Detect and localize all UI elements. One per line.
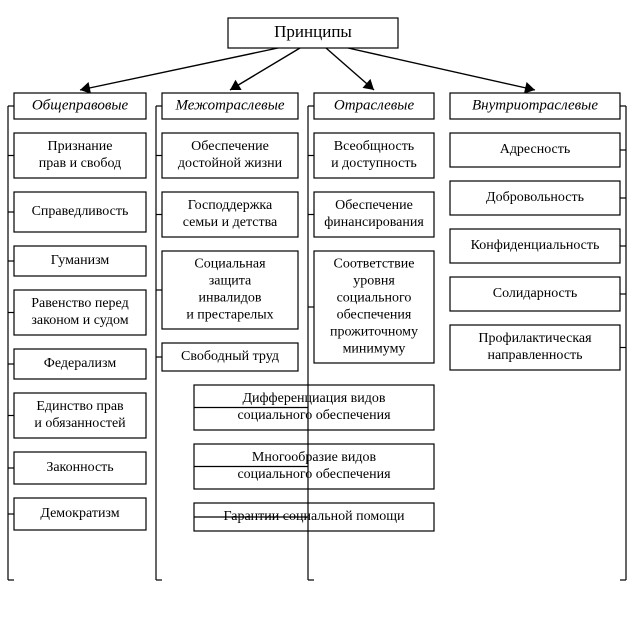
col3-item-0-label-line-0: Всеобщность — [334, 139, 414, 154]
root-arrowhead-3 — [524, 82, 535, 94]
col1-item-5-label-line-1: и обязанностей — [34, 416, 126, 431]
col4-item-0-label: Адресность — [500, 142, 571, 157]
col3-header-label: Отраслевые — [334, 97, 415, 113]
root-arrow-1 — [230, 48, 300, 90]
col4-item-4-label-line-1: направленность — [488, 348, 583, 363]
col3-item-2-label-line-3: обеспечения — [337, 308, 412, 323]
col3-wide-1-label-line-1: социального обеспечения — [237, 467, 391, 482]
col3-wide-1-label-line-0: Многообразие видов — [252, 450, 377, 465]
diagram-canvas: Принципы Общеправовые Признание прав и своб… — [0, 0, 630, 637]
col1-item-7-label: Демократизм — [40, 506, 119, 521]
col2-item-2-label-line-2: инвалидов — [199, 291, 262, 306]
root-arrow-0 — [80, 48, 278, 90]
col2-item-3-label: Свободный труд — [181, 349, 279, 364]
col2-item-1-label-line-0: Господдержка — [188, 198, 273, 213]
col3-wide-0-label-line-0: Дифференциация видов — [243, 391, 386, 406]
col1-item-4-label: Федерализм — [44, 356, 117, 371]
col2-item-1-label-line-1: семьи и детства — [183, 215, 278, 230]
col3-item-2-label-line-1: уровня — [353, 274, 395, 289]
col1-item-2-label: Гуманизм — [51, 253, 110, 268]
col1-item-0-label-line-1: прав и свобод — [39, 156, 121, 171]
root-label: Принципы — [274, 22, 352, 41]
col1-item-3-label-line-0: Равенство перед — [31, 296, 128, 311]
col1-item-6-label: Законность — [46, 460, 113, 475]
col2-header-label: Межотраслевые — [174, 97, 284, 113]
col4-item-1-label: Добровольность — [486, 190, 584, 205]
col2-item-2-label-line-1: защита — [209, 274, 252, 289]
col3-item-2-label-line-5: минимуму — [343, 342, 406, 357]
col4-item-3-label: Солидарность — [493, 286, 578, 301]
col2-item-2-label-line-0: Социальная — [194, 257, 266, 272]
col2-item-2-label-line-3: и престарелых — [186, 308, 273, 323]
col3-item-2-label-line-2: социального — [337, 291, 412, 306]
col4-item-2-label: Конфиденциальность — [471, 238, 600, 253]
col3-item-2-label-line-4: прожиточному — [330, 325, 418, 340]
root-arrow-3 — [348, 48, 535, 90]
col1-item-1-label: Справедливость — [32, 204, 129, 219]
col4-item-4-label-line-0: Профилактическая — [478, 331, 592, 346]
col2-item-0-label-line-1: достойной жизни — [178, 156, 283, 171]
col3-item-2-label-line-0: Соответствие — [334, 257, 415, 272]
col3-wide-0-label-line-1: социального обеспечения — [237, 408, 391, 423]
col3-item-1-label-line-0: Обеспечение — [335, 198, 413, 213]
root-arrowhead-0 — [80, 82, 91, 94]
col3-item-0-label-line-1: и доступность — [331, 156, 417, 171]
col1-item-0-label-line-0: Признание — [47, 139, 112, 154]
col3-item-1-label-line-1: финансирования — [324, 215, 424, 230]
col1-item-3-label-line-1: законом и судом — [31, 313, 128, 328]
col4-header-label: Внутриотраслевые — [472, 97, 598, 113]
col1-header-label: Общеправовые — [32, 97, 129, 113]
col2-item-0-label-line-0: Обеспечение — [191, 139, 269, 154]
col1-item-5-label-line-0: Единство прав — [36, 399, 124, 414]
